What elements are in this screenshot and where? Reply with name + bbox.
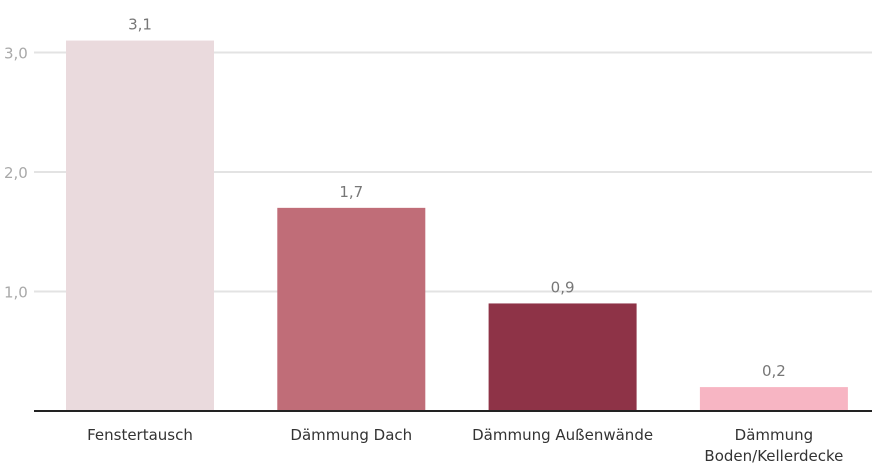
x-tick-label: Dämmung Außenwände (472, 426, 653, 444)
bar-value-label: 0,2 (762, 362, 786, 380)
bar (488, 303, 637, 411)
bar-value-label: 0,9 (551, 278, 575, 296)
bar-value-label: 1,7 (339, 183, 363, 201)
bar-value-label: 3,1 (128, 16, 152, 34)
y-tick-label: 3,0 (4, 45, 28, 63)
x-tick-label: Fenstertausch (87, 426, 193, 444)
bar (699, 387, 848, 411)
x-tick-label: Dämmung Dach (290, 426, 412, 444)
bar (277, 207, 426, 411)
bar (66, 40, 214, 412)
y-tick-label: 1,0 (4, 284, 28, 302)
y-tick-label: 2,0 (4, 164, 28, 182)
x-tick-label: Boden/Kellerdecke (704, 447, 843, 463)
x-tick-label: Dämmung (735, 426, 814, 444)
